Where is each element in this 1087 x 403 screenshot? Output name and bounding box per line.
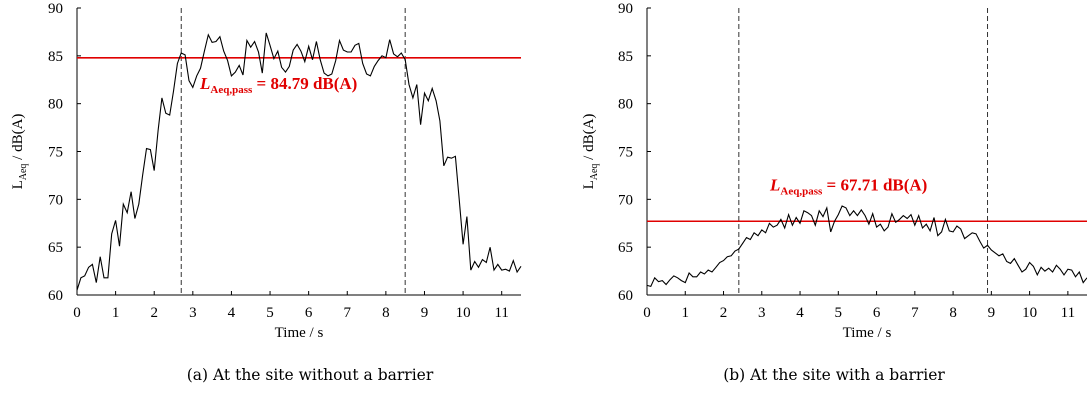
y-tick-label: 80 [618, 97, 633, 113]
x-tick-label: 7 [911, 305, 919, 321]
x-tick-label: 11 [494, 305, 508, 321]
y-tick-label: 75 [48, 145, 63, 161]
x-tick-label: 7 [344, 305, 352, 321]
y-tick-label: 65 [48, 240, 63, 256]
y-tick-label: 85 [618, 49, 633, 65]
y-tick-label: 85 [48, 49, 63, 65]
y-axis-label-unit: / dB(A) [581, 114, 597, 164]
x-tick-label: 5 [835, 305, 843, 321]
pass-label-main: L [199, 74, 210, 93]
caption-a: (a) At the site without a barrier [186, 366, 434, 384]
y-tick-label: 60 [48, 288, 63, 304]
y-tick-label: 75 [618, 145, 633, 161]
y-axis-label-main: L [10, 180, 26, 189]
y-axis-label-sub: Aeq [18, 164, 29, 181]
y-axis-label-main: L [581, 180, 597, 189]
pass-level-label: LAeq,pass = 67.71 dB(A) [769, 176, 927, 198]
y-tick-label: 60 [618, 288, 633, 304]
y-tick-label: 70 [48, 192, 63, 208]
x-tick-label: 2 [720, 305, 728, 321]
x-tick-label: 4 [228, 305, 236, 321]
pass-label-main: L [769, 176, 780, 195]
y-axis-label: LAeq / dB(A) [581, 114, 600, 190]
x-tick-label: 6 [305, 305, 313, 321]
y-tick-label: 65 [618, 240, 633, 256]
y-tick-label: 80 [48, 97, 63, 113]
x-tick-label: 10 [1022, 305, 1037, 321]
x-tick-label: 1 [112, 305, 120, 321]
caption-b: (b) At the site with a barrier [723, 366, 945, 384]
x-tick-label: 0 [643, 305, 651, 321]
x-tick-label: 8 [949, 305, 957, 321]
laeq-series-line [76, 32, 522, 291]
pass-label-sub: Aeq,pass [210, 84, 253, 96]
laeq-series-line [646, 205, 1087, 288]
x-tick-label: 9 [421, 305, 429, 321]
x-tick-label: 3 [758, 305, 766, 321]
x-tick-label: 4 [796, 305, 804, 321]
pass-label-value: = 84.79 dB(A) [252, 74, 357, 93]
x-axis-label: Time / s [275, 325, 324, 341]
pass-label-sub: Aeq,pass [780, 186, 823, 198]
x-tick-label: 9 [988, 305, 996, 321]
x-axis-label: Time / s [843, 325, 892, 341]
y-axis-label-sub: Aeq [589, 164, 600, 181]
x-tick-label: 1 [682, 305, 690, 321]
x-tick-label: 3 [189, 305, 197, 321]
pass-label-value: = 67.71 dB(A) [822, 176, 927, 195]
y-tick-label: 90 [48, 1, 63, 17]
y-tick-label: 90 [618, 1, 633, 17]
x-tick-label: 5 [266, 305, 274, 321]
y-axis-label: LAeq / dB(A) [10, 114, 29, 190]
x-tick-label: 10 [456, 305, 471, 321]
y-axis-label-unit: / dB(A) [10, 114, 26, 164]
x-tick-label: 2 [150, 305, 158, 321]
x-tick-label: 11 [1061, 305, 1075, 321]
x-tick-label: 0 [73, 305, 81, 321]
pass-level-label: LAeq,pass = 84.79 dB(A) [199, 74, 357, 96]
x-tick-label: 6 [873, 305, 881, 321]
x-tick-label: 8 [382, 305, 390, 321]
y-tick-label: 70 [618, 192, 633, 208]
